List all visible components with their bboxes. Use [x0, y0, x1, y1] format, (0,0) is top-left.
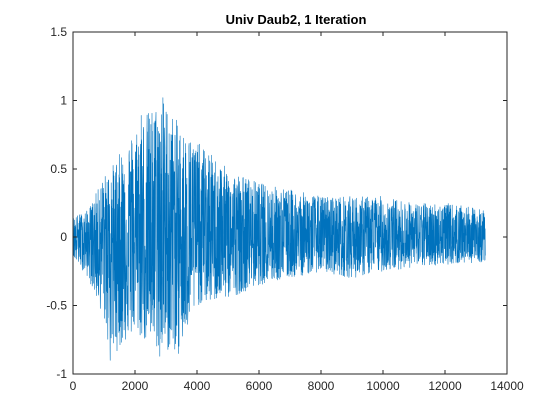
x-axis: 0 2000 4000 6000 8000 10000 12000 14000 — [70, 32, 524, 393]
plot-area — [72, 97, 486, 361]
signal-line — [72, 97, 486, 361]
x-tick-label: 6000 — [246, 379, 273, 393]
chart-title: Univ Daub2, 1 Iteration — [226, 12, 367, 27]
x-tick-label: 8000 — [308, 379, 335, 393]
x-tick-label: 0 — [70, 379, 77, 393]
x-tick-label: 4000 — [184, 379, 211, 393]
y-tick-label: 1.5 — [50, 25, 67, 39]
y-tick-label: 0.5 — [50, 162, 67, 176]
y-axis: -1 -0.5 0 0.5 1 1.5 — [46, 25, 507, 381]
y-tick-label: -1 — [56, 367, 67, 381]
y-tick-label: 0 — [60, 230, 67, 244]
y-tick-label: -0.5 — [46, 299, 67, 313]
x-tick-label: 10000 — [366, 379, 400, 393]
y-tick-label: 1 — [60, 93, 67, 107]
x-tick-label: 12000 — [428, 379, 462, 393]
axes-box — [72, 31, 508, 375]
x-tick-label: 14000 — [490, 379, 524, 393]
x-tick-label: 2000 — [122, 379, 149, 393]
